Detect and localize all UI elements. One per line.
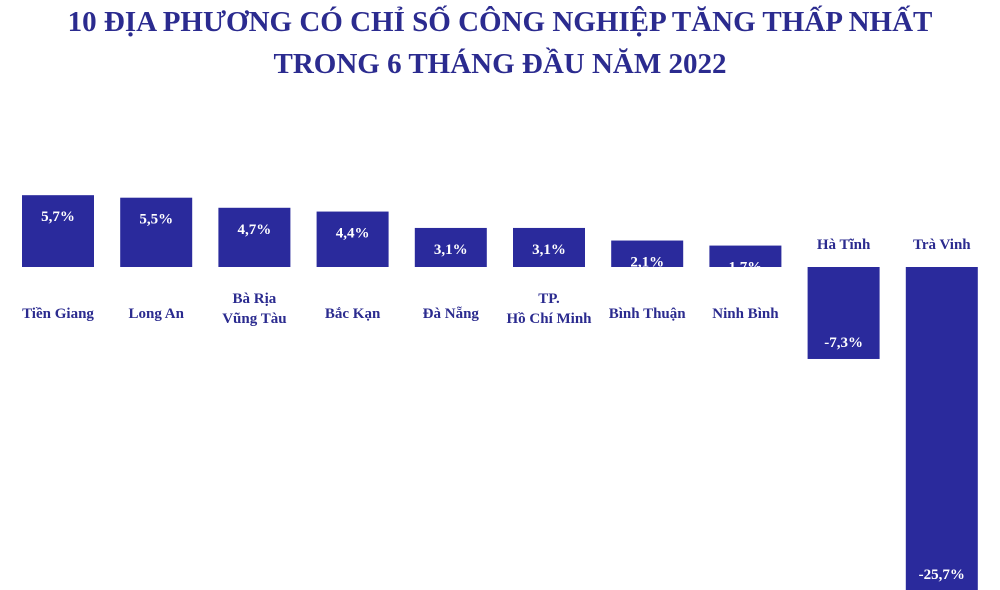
bar xyxy=(414,227,487,267)
bar xyxy=(905,267,978,590)
category-label: Hà Tĩnh xyxy=(817,237,871,253)
category-label: Bình Thuận xyxy=(609,306,687,322)
bar xyxy=(218,207,291,267)
data-label: 2,1% xyxy=(630,255,664,271)
bar xyxy=(611,240,684,267)
data-label: -7,3% xyxy=(824,335,863,351)
category-label: Bà Rịa xyxy=(233,291,277,307)
chart-title-line-2: TRONG 6 THÁNG ĐẦU NĂM 2022 xyxy=(273,48,727,80)
bar xyxy=(513,227,585,267)
data-label: 3,1% xyxy=(532,242,566,258)
data-label: -25,7% xyxy=(919,567,965,583)
category-label: Đà Nẵng xyxy=(423,306,480,322)
chart-title-line-1: 10 ĐỊA PHƯƠNG CÓ CHỈ SỐ CÔNG NGHIỆP TĂNG… xyxy=(67,6,933,38)
category-label: Bắc Kạn xyxy=(325,306,381,322)
category-label: TP. xyxy=(538,291,560,307)
category-label: Hồ Chí Minh xyxy=(506,311,592,327)
data-label: 5,5% xyxy=(139,212,173,228)
bar xyxy=(22,195,94,267)
category-label: Long An xyxy=(128,306,184,322)
category-label: Trà Vinh xyxy=(913,237,971,253)
bar xyxy=(316,211,389,267)
bar xyxy=(709,245,782,267)
category-label: Vũng Tàu xyxy=(222,311,286,327)
data-label: 3,1% xyxy=(434,242,468,258)
data-label: 5,7% xyxy=(41,209,75,225)
bar xyxy=(120,197,193,267)
data-label: 1,7% xyxy=(729,260,763,276)
category-label: Ninh Bình xyxy=(712,306,779,322)
bar xyxy=(807,267,880,359)
data-label: 4,4% xyxy=(336,226,370,242)
category-label: Tiền Giang xyxy=(22,306,94,322)
data-label: 4,7% xyxy=(238,222,272,238)
